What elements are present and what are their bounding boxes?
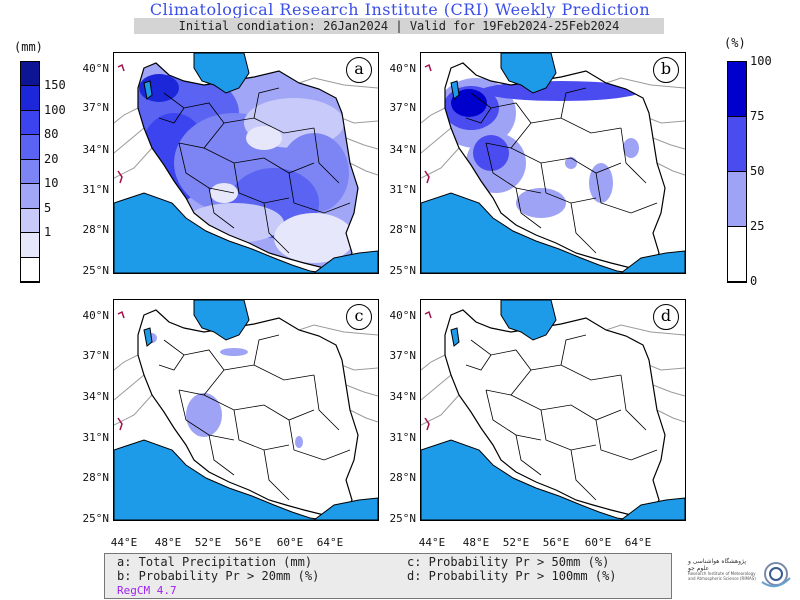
panel-a-label: a <box>346 57 372 83</box>
logo-swirl-icon <box>761 562 791 588</box>
latitude-label: 31°N <box>389 431 417 444</box>
panel-d-map <box>421 300 685 520</box>
legend-box: a: Total Precipitation (mm) b: Probabili… <box>104 553 672 599</box>
longitude-label: 48°E <box>462 536 490 549</box>
colorbar-tick-label: 1 <box>44 225 52 240</box>
colorbar-tick-label: 0 <box>750 274 758 288</box>
logo-text-en: Research Institute of Meteorology and At… <box>688 571 756 581</box>
latitude-label: 40°N <box>389 309 417 322</box>
legend-d: d: Probability Pr > 100mm (%) <box>407 569 617 583</box>
longitude-label: 64°E <box>624 536 652 549</box>
longitude-label: 48°E <box>154 536 182 549</box>
longitude-label: 52°E <box>502 536 530 549</box>
latitude-label: 28°N <box>82 471 110 484</box>
cbar-right-segment <box>728 62 746 117</box>
longitude-label: 56°E <box>234 536 262 549</box>
left-colorbar <box>20 61 40 283</box>
cbar-left-segment <box>21 208 39 234</box>
latitude-label: 31°N <box>82 431 110 444</box>
cbar-left-segment <box>21 257 39 282</box>
colorbar-tick-label: 10 <box>44 176 59 191</box>
latitude-label: 28°N <box>389 223 417 236</box>
colorbar-tick-label: 100 <box>44 102 66 117</box>
right-colorbar-unit: (%) <box>724 36 746 50</box>
panel-d-prob-100mm: d <box>420 299 686 521</box>
right-colorbar <box>727 61 747 283</box>
longitude-label: 44°E <box>110 536 138 549</box>
cbar-right-segment <box>728 227 746 282</box>
panel-b-prob-20mm: b <box>420 52 686 274</box>
latitude-label: 37°N <box>389 349 417 362</box>
legend-a: a: Total Precipitation (mm) <box>117 555 313 569</box>
cbar-left-segment <box>21 184 39 209</box>
latitude-label: 25°N <box>389 264 417 277</box>
institute-logo: پژوهشگاه هواشناسی و علوم جو Research Ins… <box>688 556 798 596</box>
panel-b-map <box>421 53 685 273</box>
cbar-right-segment <box>728 117 746 172</box>
panel-b-label: b <box>653 57 679 83</box>
cbar-right-segment <box>728 172 746 227</box>
cbar-left-segment <box>21 159 39 185</box>
latitude-label: 25°N <box>82 264 110 277</box>
latitude-label: 34°N <box>82 143 110 156</box>
latitude-label: 40°N <box>389 62 417 75</box>
panel-a-map <box>114 53 378 273</box>
cbar-left-segment <box>21 86 39 111</box>
longitude-label: 56°E <box>542 536 570 549</box>
longitude-label: 52°E <box>194 536 222 549</box>
colorbar-tick-label: 25 <box>750 219 765 233</box>
colorbar-tick-label: 150 <box>44 78 66 93</box>
latitude-label: 40°N <box>82 309 110 322</box>
longitude-label: 60°E <box>276 536 304 549</box>
latitude-label: 25°N <box>82 512 110 525</box>
panel-c-prob-50mm: c <box>113 299 379 521</box>
latitude-label: 34°N <box>82 390 110 403</box>
panel-a-total-precipitation: a <box>113 52 379 274</box>
latitude-label: 31°N <box>82 183 110 196</box>
latitude-label: 37°N <box>389 101 417 114</box>
latitude-label: 37°N <box>82 101 110 114</box>
legend-b: b: Probability Pr > 20mm (%) <box>117 569 320 583</box>
longitude-label: 64°E <box>316 536 344 549</box>
colorbar-tick-label: 80 <box>44 127 59 142</box>
colorbar-tick-label: 75 <box>750 109 765 123</box>
panel-c-label: c <box>346 304 372 330</box>
latitude-label: 34°N <box>389 143 417 156</box>
figure-title: Climatological Research Institute (CRI) … <box>149 0 651 19</box>
longitude-label: 60°E <box>584 536 612 549</box>
panel-d-label: d <box>653 304 679 330</box>
cbar-left-segment <box>21 233 39 258</box>
cbar-left-segment <box>21 135 39 160</box>
colorbar-tick-label: 20 <box>44 151 59 166</box>
latitude-label: 28°N <box>389 471 417 484</box>
model-name: RegCM 4.7 <box>117 584 177 597</box>
latitude-label: 28°N <box>82 223 110 236</box>
latitude-label: 25°N <box>389 512 417 525</box>
latitude-label: 40°N <box>82 62 110 75</box>
figure-subtitle: Initial condiation: 26Jan2024 | Valid fo… <box>134 18 664 34</box>
colorbar-tick-label: 100 <box>750 54 772 68</box>
colorbar-tick-label: 50 <box>750 164 765 178</box>
longitude-label: 44°E <box>418 536 446 549</box>
cbar-left-segment <box>21 62 39 87</box>
panel-c-map <box>114 300 378 520</box>
logo-text-fa: پژوهشگاه هواشناسی و علوم جو <box>688 558 747 572</box>
left-colorbar-unit: (mm) <box>14 40 43 54</box>
latitude-label: 37°N <box>82 349 110 362</box>
legend-c: c: Probability Pr > 50mm (%) <box>407 555 610 569</box>
cbar-left-segment <box>21 110 39 136</box>
colorbar-tick-label: 5 <box>44 200 52 215</box>
latitude-label: 31°N <box>389 183 417 196</box>
latitude-label: 34°N <box>389 390 417 403</box>
